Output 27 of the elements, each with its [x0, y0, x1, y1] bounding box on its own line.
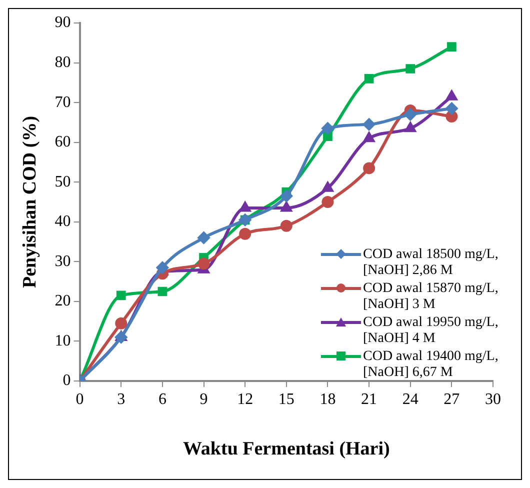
y-tick-label: 80 — [54, 54, 71, 71]
x-tick-label: 30 — [485, 390, 501, 408]
y-tick-label: 50 — [54, 173, 71, 190]
y-tick-label: 60 — [54, 134, 71, 151]
y-tick-label: 20 — [54, 292, 71, 310]
y-tick-label: 0 — [62, 372, 71, 390]
y-tick-label: 30 — [54, 252, 71, 270]
x-axis-title: Waktu Fermentasi (Hari) — [182, 438, 390, 460]
y-tick-label: 90 — [54, 14, 71, 32]
legend-label: COD awal 18500 mg/L, [NaOH] 2,86 M — [363, 247, 500, 279]
y-tick-label: 10 — [54, 332, 71, 350]
x-tick-label: 9 — [200, 390, 208, 408]
x-tick-label: 18 — [320, 390, 336, 408]
y-tick-label: 70 — [54, 94, 71, 111]
x-tick-label: 15 — [278, 390, 294, 408]
legend-label: COD awal 15870 mg/L, [NaOH] 3 M — [363, 281, 500, 313]
legend-label: COD awal 19400 mg/L, [NaOH] 6,67 M — [363, 349, 500, 381]
x-tick-label: 6 — [158, 390, 166, 408]
x-tick-label: 12 — [237, 390, 254, 408]
y-tick-label: 40 — [54, 213, 71, 230]
x-tick-label: 0 — [76, 390, 84, 408]
legend-label: COD awal 19950 mg/L, [NaOH] 4 M — [363, 315, 500, 347]
x-tick-label: 3 — [117, 390, 126, 408]
x-tick-label: 24 — [402, 390, 418, 408]
x-tick-label: 21 — [361, 390, 378, 408]
x-tick-label: 27 — [444, 390, 460, 408]
y-axis-title: Penyisihan COD (%) — [19, 116, 40, 288]
